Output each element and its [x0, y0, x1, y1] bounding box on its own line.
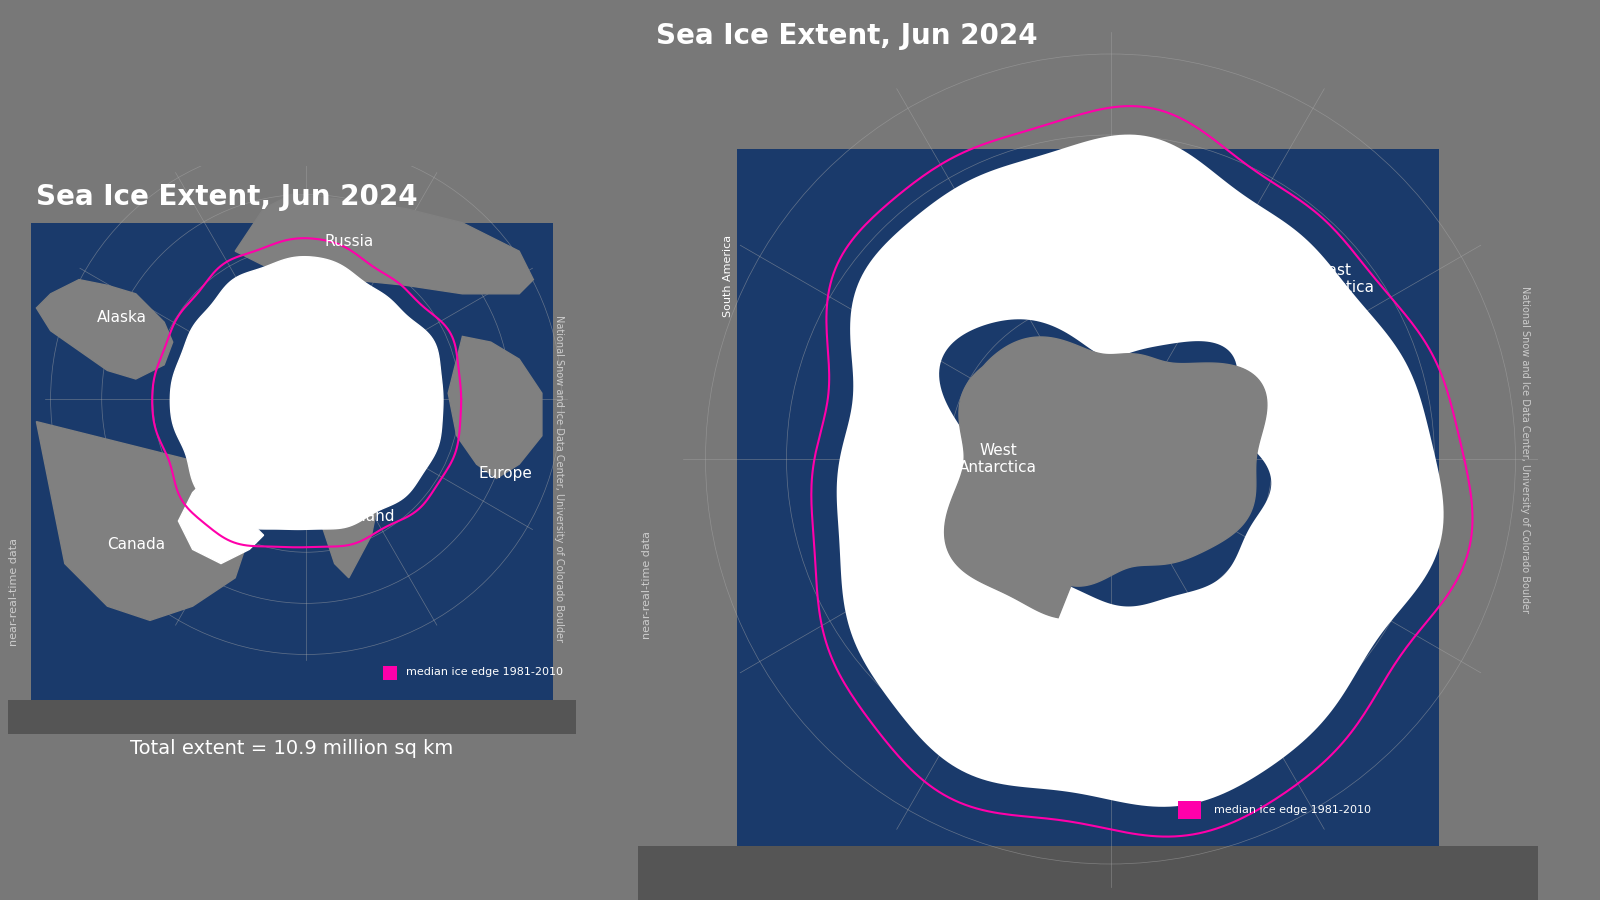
Text: Alaska: Alaska: [96, 310, 147, 325]
Text: South America: South America: [723, 235, 733, 317]
Text: National Snow and Ice Data Center, University of Colorado Boulder: National Snow and Ice Data Center, Unive…: [554, 315, 563, 642]
Text: National Snow and Ice Data Center, University of Colorado Boulder: National Snow and Ice Data Center, Unive…: [1520, 286, 1530, 614]
Text: Greenland: Greenland: [315, 509, 394, 524]
Text: West
Antarctica: West Antarctica: [958, 443, 1037, 475]
Text: East
Antarctica: East Antarctica: [1296, 263, 1374, 295]
Text: Russia: Russia: [325, 233, 373, 248]
Text: near-real-time data: near-real-time data: [642, 531, 653, 639]
PathPatch shape: [837, 135, 1443, 806]
Bar: [8, 700, 576, 734]
Text: near-real-time data: near-real-time data: [8, 538, 19, 646]
Bar: [1178, 801, 1200, 819]
Polygon shape: [944, 337, 1267, 617]
Polygon shape: [37, 421, 250, 620]
Text: Sea Ice Extent, Jun 2024: Sea Ice Extent, Jun 2024: [656, 22, 1038, 50]
Text: median ice edge 1981-2010: median ice edge 1981-2010: [406, 667, 563, 677]
Text: median ice edge 1981-2010: median ice edge 1981-2010: [1214, 805, 1371, 815]
FancyBboxPatch shape: [738, 148, 1438, 846]
FancyBboxPatch shape: [30, 223, 554, 700]
Polygon shape: [178, 479, 264, 563]
Text: Canada: Canada: [107, 537, 165, 553]
Polygon shape: [306, 364, 392, 578]
Polygon shape: [235, 194, 533, 293]
Bar: [382, 666, 397, 680]
Text: Total extent = 10.9 million sq km: Total extent = 10.9 million sq km: [130, 739, 454, 758]
Polygon shape: [170, 256, 443, 529]
Polygon shape: [448, 337, 542, 479]
Bar: [638, 846, 1538, 900]
Polygon shape: [37, 280, 173, 379]
Text: Sea Ice Extent, Jun 2024: Sea Ice Extent, Jun 2024: [37, 183, 418, 211]
Text: Europe: Europe: [478, 466, 531, 482]
